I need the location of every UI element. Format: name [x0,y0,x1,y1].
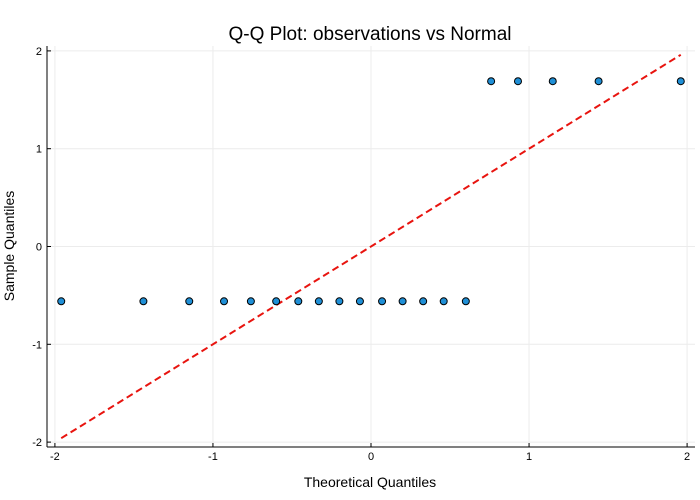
data-point [548,77,557,86]
ticks: -2 -1 0 1 2 -2 -1 0 1 2 [32,46,690,463]
chart-title: Q-Q Plot: observations vs Normal [229,24,512,45]
y-tick-label: 1 [36,144,42,156]
data-point [461,297,470,306]
reference-line-layer [60,53,682,440]
data-point [487,77,496,86]
x-tick-label: 0 [368,451,374,463]
data-point [272,297,281,306]
y-tick-label: 2 [36,46,42,58]
reference-line [60,53,682,440]
data-point [335,297,344,306]
data-point [246,297,255,306]
data-point [57,297,66,306]
data-point [594,77,603,86]
data-point [220,297,229,306]
x-tick-label: -2 [50,451,60,463]
points-layer [57,77,685,306]
data-point [378,297,387,306]
y-tick-label: -2 [32,437,42,449]
data-point [314,297,323,306]
y-tick-label: -1 [32,339,42,351]
grid [47,46,695,447]
data-point [398,297,407,306]
x-tick-label: 1 [526,451,532,463]
data-point [513,77,522,86]
x-tick-label: -1 [208,451,218,463]
y-axis-label: Sample Quantiles [1,191,17,302]
data-point [439,297,448,306]
data-point [294,297,303,306]
x-axis-label: Theoretical Quantiles [304,474,436,490]
data-point [185,297,194,306]
data-point [355,297,364,306]
x-tick-label: 2 [684,451,690,463]
data-point [139,297,148,306]
y-tick-label: 0 [36,242,42,254]
data-point [676,77,685,86]
data-point [419,297,428,306]
